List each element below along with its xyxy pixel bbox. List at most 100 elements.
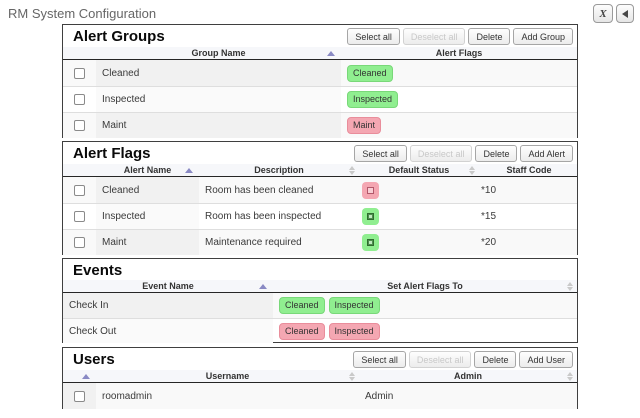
- event-flags-cell: Cleaned Inspected: [273, 319, 577, 343]
- alert-groups-header: Alert Groups Select all Deselect all Del…: [63, 25, 577, 47]
- col-header-alert-flags[interactable]: Alert Flags: [435, 48, 483, 58]
- col-header-alert-name[interactable]: Alert Name: [96, 164, 199, 176]
- col-header-staff-code[interactable]: Staff Code: [506, 165, 552, 175]
- description-cell: Room has been inspected: [205, 211, 322, 222]
- col-header-select[interactable]: [63, 164, 96, 176]
- users-toolbar: Select all Deselect all Delete Add User: [353, 350, 573, 368]
- row-checkbox[interactable]: [74, 67, 85, 79]
- row-checkbox[interactable]: [74, 237, 85, 248]
- select-all-button[interactable]: Select all: [354, 145, 407, 162]
- select-all-button[interactable]: Select all: [347, 28, 400, 45]
- add-group-button[interactable]: Add Group: [513, 28, 573, 45]
- event-name-cell: Check In: [63, 293, 273, 318]
- col-header-username[interactable]: Username: [96, 370, 359, 382]
- table-row: Maint Maint: [63, 112, 577, 138]
- alert-flags-title: Alert Flags: [73, 145, 151, 162]
- group-name-cell: Inspected: [96, 87, 341, 112]
- col-header-description[interactable]: Description: [199, 164, 359, 176]
- default-status-toggle[interactable]: [362, 181, 379, 199]
- alert-groups-panel: Alert Groups Select all Deselect all Del…: [62, 24, 578, 138]
- default-status-toggle[interactable]: [362, 208, 379, 225]
- flag-badge[interactable]: Cleaned: [347, 64, 393, 82]
- table-row: Maint Maintenance required *20: [63, 229, 577, 255]
- sort-both-icon: [349, 372, 355, 381]
- users-panel: Users Select all Deselect all Delete Add…: [62, 347, 578, 409]
- row-checkbox[interactable]: [74, 120, 85, 131]
- table-row: Inspected Inspected: [63, 86, 577, 112]
- flag-toggle-badge[interactable]: Inspected: [328, 322, 380, 340]
- table-row: roomadmin Admin: [63, 383, 577, 409]
- default-status-toggle[interactable]: [362, 234, 379, 251]
- add-user-button[interactable]: Add User: [519, 351, 573, 368]
- delete-button[interactable]: Delete: [468, 28, 511, 45]
- table-row: Cleaned Cleaned: [63, 60, 577, 86]
- sort-both-icon: [469, 166, 475, 175]
- table-row: Check In Cleaned Inspected: [63, 293, 577, 318]
- alert-flags-cell: Maint: [341, 113, 577, 138]
- row-checkbox[interactable]: [74, 184, 85, 196]
- flag-toggle-badge[interactable]: Cleaned: [279, 322, 325, 340]
- row-checkbox[interactable]: [74, 390, 85, 402]
- username-cell: roomadmin: [102, 390, 153, 402]
- alert-flags-panel: Alert Flags Select all Deselect all Dele…: [62, 141, 578, 255]
- table-row: Inspected Room has been inspected *15: [63, 203, 577, 229]
- sort-both-icon: [567, 372, 573, 381]
- back-button[interactable]: [616, 4, 634, 23]
- deselect-all-button: Deselect all: [402, 28, 466, 45]
- alert-flags-cell: Cleaned: [341, 60, 577, 86]
- flag-toggle-badge[interactable]: Cleaned: [279, 297, 325, 314]
- flag-badge[interactable]: Inspected: [347, 91, 399, 108]
- sort-asc-icon: [259, 284, 267, 289]
- alert-name-cell: Maint: [96, 230, 199, 255]
- col-header-select[interactable]: [63, 370, 96, 382]
- alert-flags-cell: Inspected: [341, 87, 577, 112]
- staff-code-cell: *20: [481, 237, 497, 248]
- alert-flags-table-body: Cleaned Room has been cleaned *10 Inspec…: [63, 177, 577, 255]
- events-panel: Events Event Name Set Alert Flags To Che…: [62, 258, 578, 343]
- alert-flags-toolbar: Select all Deselect all Delete Add Alert: [354, 144, 573, 162]
- alert-groups-title: Alert Groups: [73, 28, 165, 45]
- checkbox-glyph-icon: [367, 213, 374, 220]
- staff-code-cell: *10: [481, 184, 497, 196]
- description-cell: Maintenance required: [205, 237, 302, 248]
- group-name-cell: Maint: [96, 113, 341, 138]
- alert-flags-header: Alert Flags Select all Deselect all Dele…: [63, 142, 577, 164]
- col-header-default-status[interactable]: Default Status: [359, 164, 479, 176]
- users-column-headers: Username Admin: [63, 370, 577, 383]
- add-alert-button[interactable]: Add Alert: [520, 145, 573, 162]
- col-header-event-name[interactable]: Event Name: [63, 280, 273, 292]
- deselect-all-button: Deselect all: [409, 145, 473, 162]
- flag-badge[interactable]: Maint: [347, 117, 382, 134]
- col-header-group-name[interactable]: Group Name: [96, 47, 341, 59]
- delete-button[interactable]: Delete: [474, 351, 517, 368]
- col-header-admin[interactable]: Admin: [359, 370, 577, 382]
- page-title: RM System Configuration: [8, 6, 157, 21]
- events-table-body: Check In Cleaned Inspected Check Out Cle…: [63, 293, 577, 343]
- users-header: Users Select all Deselect all Delete Add…: [63, 348, 577, 370]
- alert-name-cell: Inspected: [96, 204, 199, 229]
- sort-asc-icon: [82, 374, 90, 379]
- alert-flags-column-headers: Alert Name Description Default Status St…: [63, 164, 577, 177]
- staff-code-cell: *15: [481, 211, 497, 222]
- checkbox-glyph-icon: [367, 186, 374, 194]
- alert-groups-toolbar: Select all Deselect all Delete Add Group: [347, 27, 573, 45]
- row-checkbox[interactable]: [74, 211, 85, 222]
- event-name-cell: Check Out: [63, 319, 273, 343]
- delete-button[interactable]: Delete: [475, 145, 518, 162]
- deselect-all-button: Deselect all: [408, 351, 472, 368]
- alert-groups-column-headers: Group Name Alert Flags: [63, 47, 577, 60]
- row-checkbox[interactable]: [74, 94, 85, 105]
- col-header-select[interactable]: [63, 47, 96, 59]
- events-title: Events: [73, 262, 123, 279]
- alert-groups-table-body: Cleaned Cleaned Inspected Inspected Main…: [63, 60, 577, 138]
- admin-cell: Admin: [365, 390, 394, 402]
- col-header-set-alert-flags-to[interactable]: Set Alert Flags To: [273, 280, 577, 292]
- sort-asc-icon: [327, 51, 335, 56]
- sort-asc-icon: [185, 168, 193, 173]
- events-column-headers: Event Name Set Alert Flags To: [63, 280, 577, 293]
- table-row: Check Out Cleaned Inspected: [63, 318, 577, 343]
- close-button[interactable]: X: [593, 4, 613, 23]
- flag-toggle-badge[interactable]: Inspected: [328, 297, 380, 314]
- select-all-button[interactable]: Select all: [353, 351, 406, 368]
